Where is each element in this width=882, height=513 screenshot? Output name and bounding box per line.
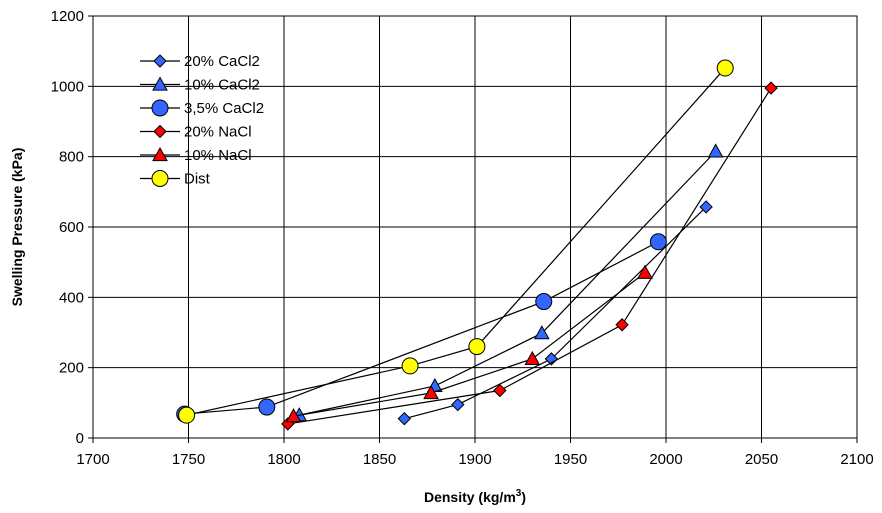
data-point [285,408,302,423]
data-point [707,143,724,158]
legend-entry: 20% CaCl2 [140,53,260,70]
legend-marker [153,124,167,139]
x-tick-label: 2050 [745,451,778,468]
y-tick-label: 1200 [51,8,84,25]
data-point [397,411,412,426]
data-point [451,397,465,412]
legend-label: Dist [184,171,211,188]
series-line [184,241,659,415]
data-point [524,350,541,365]
legend-entry: 20% NaCl [140,124,252,141]
x-tick-label: 1700 [76,451,109,468]
data-point [764,81,778,95]
legend-label: 10% NaCl [184,147,252,164]
y-tick-label: 600 [59,219,84,236]
data-point [699,200,713,214]
legend-label: 10% CaCl2 [184,77,260,94]
x-tick-label: 2100 [840,451,873,468]
series-layer [176,59,778,431]
series-line [287,87,772,425]
data-point [423,384,439,400]
series-3 [281,81,778,431]
legend-entry: 3,5% CaCl2 [140,99,264,117]
series-line [404,206,707,420]
legend-marker [151,99,169,117]
legend-entry: 10% NaCl [140,146,252,164]
x-axis-title-superscript: 3 [516,488,522,499]
legend-label: 20% CaCl2 [184,53,260,70]
data-point [544,352,559,366]
x-axis-title-text: Density (kg/m [424,489,516,505]
legend-marker [152,146,168,162]
y-tick-label: 1000 [51,78,84,95]
tick-labels: 1700 1750 1800 1850 1900 1950 2000 2050 2100 0 200… [51,8,874,468]
legend-marker [152,76,168,91]
x-tick-label: 1800 [267,451,300,468]
data-point [401,357,419,375]
y-tick-label: 800 [59,149,84,166]
series-5 [178,59,734,424]
data-point [535,293,553,311]
legend-entry: Dist [140,170,211,188]
legend-marker [151,170,169,187]
data-point [468,338,486,356]
data-point [493,383,507,398]
y-tick-label: 200 [59,360,84,377]
x-axis-title: Density (kg/m3) [424,488,526,505]
x-tick-label: 1750 [172,451,205,468]
series-line [186,67,726,416]
series-line [299,150,717,416]
x-tick-label: 2000 [649,451,682,468]
y-tick-label: 0 [76,430,84,447]
data-point [615,318,629,332]
x-axis-title-end: ) [521,489,526,505]
series-4 [285,264,653,423]
y-axis-title: Swelling Pressure (kPa) [9,148,25,307]
legend-entry: 10% CaCl2 [140,76,260,94]
legend-marker [153,54,167,68]
data-point [637,264,653,279]
x-tick-label: 1850 [363,451,396,468]
x-tick-label: 1950 [554,451,587,468]
data-point [534,325,550,340]
data-point [716,59,734,77]
legend-label: 3,5% CaCl2 [184,100,264,117]
data-point [178,406,196,424]
x-tick-label: 1900 [458,451,491,468]
data-point [258,398,276,416]
series-0 [397,200,713,426]
series-line [293,272,646,417]
legend-label: 20% NaCl [184,124,252,141]
data-point [649,233,667,251]
y-tick-label: 400 [59,289,84,306]
legend: 20% CaCl2 10% CaCl2 3,5% CaCl2 20% NaCl 10% … [140,53,264,188]
